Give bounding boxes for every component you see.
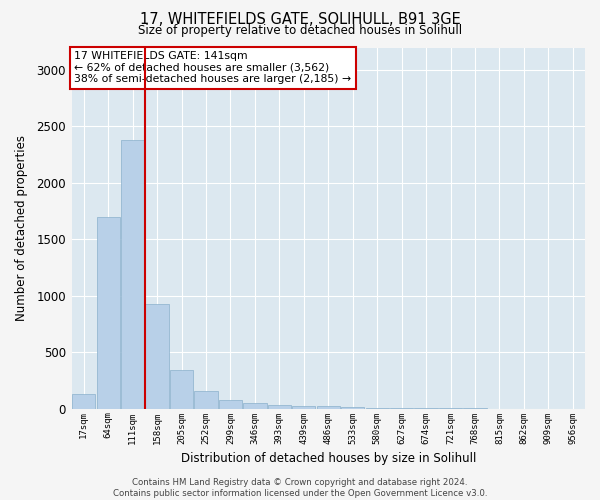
Text: 17, WHITEFIELDS GATE, SOLIHULL, B91 3GE: 17, WHITEFIELDS GATE, SOLIHULL, B91 3GE xyxy=(140,12,460,28)
Y-axis label: Number of detached properties: Number of detached properties xyxy=(15,135,28,321)
Bar xyxy=(72,394,95,408)
Bar xyxy=(170,370,193,408)
Bar xyxy=(341,407,364,408)
Text: Size of property relative to detached houses in Solihull: Size of property relative to detached ho… xyxy=(138,24,462,37)
Bar xyxy=(317,406,340,408)
Bar xyxy=(292,406,316,408)
Text: 17 WHITEFIELDS GATE: 141sqm
← 62% of detached houses are smaller (3,562)
38% of : 17 WHITEFIELDS GATE: 141sqm ← 62% of det… xyxy=(74,51,351,84)
Bar xyxy=(121,140,144,408)
Bar xyxy=(243,403,266,408)
Bar xyxy=(97,217,120,408)
Bar xyxy=(194,390,218,408)
Bar xyxy=(145,304,169,408)
Text: Contains HM Land Registry data © Crown copyright and database right 2024.
Contai: Contains HM Land Registry data © Crown c… xyxy=(113,478,487,498)
Bar xyxy=(219,400,242,408)
X-axis label: Distribution of detached houses by size in Solihull: Distribution of detached houses by size … xyxy=(181,452,476,465)
Bar xyxy=(268,406,291,408)
